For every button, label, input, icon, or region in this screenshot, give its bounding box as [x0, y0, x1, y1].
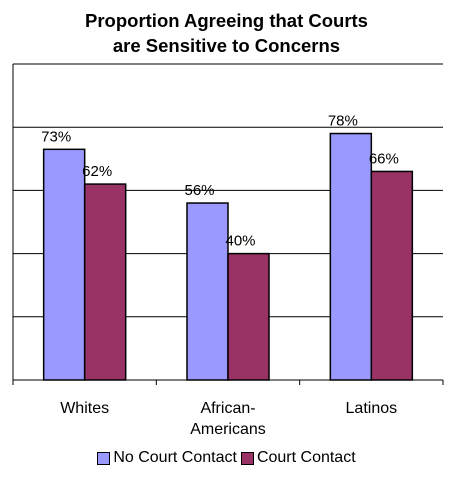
data-label: 56%	[184, 182, 214, 199]
data-label: 78%	[328, 113, 358, 130]
bar-court-contact	[227, 252, 270, 381]
bar-no-court-contact	[329, 132, 373, 381]
legend-label-no-court-contact: No Court Contact	[113, 449, 237, 466]
chart-legend: No Court Contact Court Contact	[0, 449, 453, 467]
chart-title-line-2: are Sensitive to Concerns	[112, 35, 341, 56]
x-tick-label: African-	[200, 400, 255, 417]
data-label: 62%	[82, 163, 112, 180]
x-tick-label: Americans	[190, 421, 266, 438]
bar-court-contact	[370, 170, 414, 381]
x-tick-label: Whites	[60, 400, 109, 417]
legend-label-court-contact: Court Contact	[256, 449, 356, 466]
data-label: 73%	[41, 128, 71, 145]
legend-swatch-court-contact	[240, 451, 254, 465]
bar-court-contact	[83, 183, 127, 381]
bar-no-court-contact	[186, 202, 229, 381]
data-label: 40%	[225, 233, 255, 250]
chart-title: Proportion Agreeing that Courts are Sens…	[0, 8, 453, 58]
bar-no-court-contact	[42, 148, 86, 381]
legend-item-no-court-contact: No Court Contact	[97, 449, 237, 467]
chart-title-line-1: Proportion Agreeing that Courts	[85, 10, 368, 31]
data-label: 66%	[369, 150, 399, 167]
legend-swatch-no-court-contact	[97, 451, 111, 465]
legend-item-court-contact: Court Contact	[240, 449, 356, 467]
x-tick-label: Latinos	[346, 400, 398, 417]
